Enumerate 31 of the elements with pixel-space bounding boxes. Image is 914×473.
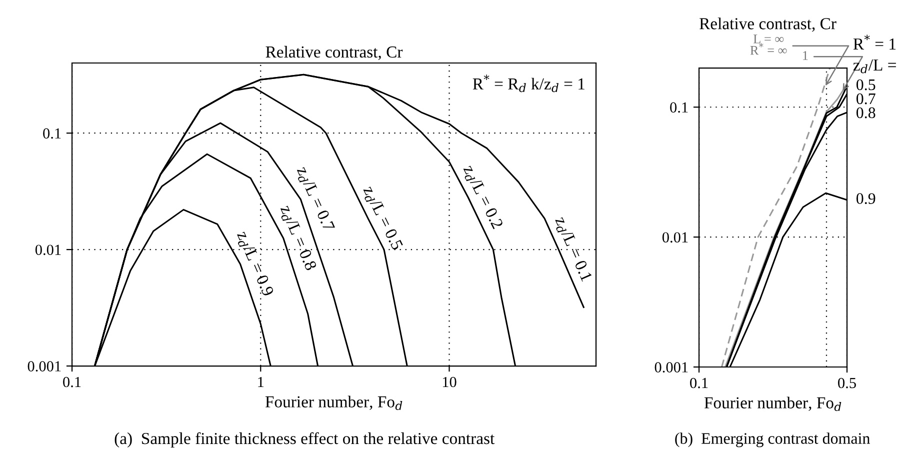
x-tick-label: 0.1 [690, 378, 708, 388]
x-tick-label: 0.5 [838, 378, 856, 388]
x-tick-label: 1 [258, 376, 264, 388]
y-tick-label: 0.01 [662, 232, 688, 243]
y-tick-label: 0.1 [670, 102, 688, 113]
annotation: R$^{*}$ = R$_{d}$ k/z$_{d}$ = 1 [472, 74, 584, 92]
y-tick-label: 0.01 [35, 244, 61, 256]
text: R$^{*}$ = 1 [853, 34, 896, 50]
text: z$_{d}$/L = 0.2 [460, 164, 504, 230]
x-tick-label: 0.1 [63, 376, 81, 388]
x-axis-title: Fourier number, Fo$_{d}$ [265, 396, 402, 410]
x-tick-label: 10 [442, 376, 456, 388]
text: (b) Emerging contrast domain [675, 432, 870, 448]
text: z$_{d}$/L = 0.8 [278, 204, 317, 272]
series-label: 0.8 [856, 107, 876, 118]
series-label: 0.7 [856, 93, 876, 104]
y-tick-label: 0.1 [43, 128, 61, 139]
y-tick-label: 0.001 [654, 362, 688, 373]
text: (a) Sample finite thickness effect on the relative contrast [114, 432, 495, 448]
annotation: 1 [803, 51, 808, 60]
y-tick-label: 0.001 [28, 361, 61, 372]
text: z$_{d}$/L = 0.5 [360, 184, 404, 252]
chart-title: Relative contrast, Cr [700, 18, 836, 32]
legend-label: 0.5 [856, 79, 876, 90]
x-axis-title: Fourier number, Fo$_{d}$ [704, 396, 842, 412]
series-label: 0.9 [856, 193, 876, 204]
text: z$_{d}$/L = [853, 60, 896, 74]
chart-title: Relative contrast, Cr [266, 46, 403, 60]
text: z$_{d}$/L = 0.1 [552, 216, 593, 283]
text: z$_{d}$/L = 0.9 [234, 230, 274, 298]
annotation: L = ∞ R$^{*}$ = ∞ [750, 34, 787, 55]
